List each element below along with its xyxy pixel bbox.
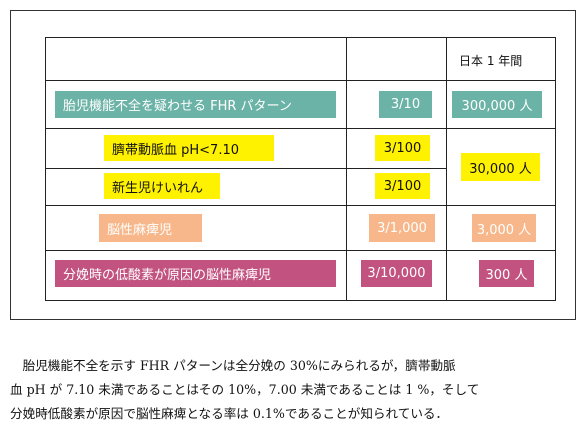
table-divider	[446, 37, 447, 301]
count-umbilical-and-seizure: 30,000 人	[461, 153, 540, 181]
table-divider	[45, 128, 556, 129]
figure-frame	[10, 10, 576, 320]
table-divider	[45, 205, 556, 206]
statistics-table	[45, 37, 556, 301]
count-hypoxic-cerebral-palsy: 300 人	[479, 260, 534, 287]
row-label-umbilical-ph: 臍帯動脈血 pH<7.10	[104, 135, 274, 161]
count-fhr-pattern: 300,000 人	[452, 91, 542, 118]
table-divider	[346, 37, 347, 301]
ratio-cerebral-palsy: 3/1,000	[369, 214, 435, 242]
ratio-fhr-pattern: 3/10	[379, 91, 432, 118]
count-cerebral-palsy: 3,000 人	[472, 214, 536, 242]
row-label-fhr-pattern: 胎児機能不全を疑わせる FHR パターン	[55, 91, 336, 118]
ratio-umbilical-ph: 3/100	[375, 135, 430, 161]
column-header-japan-per-year: 日本 1 年間	[459, 54, 523, 68]
row-label-neonatal-seizure: 新生児けいれん	[104, 173, 220, 199]
body-paragraph: 胎児機能不全を示す FHR パターンは全分娩の 30%にみられるが，臍帯動脈 血…	[10, 354, 580, 426]
row-label-cerebral-palsy: 脳性麻痺児	[99, 214, 202, 242]
table-divider	[45, 80, 556, 81]
paragraph-line: 分娩時低酸素が原因で脳性麻痺となる率は 0.1%であることが知られている．	[10, 406, 449, 421]
table-divider	[45, 250, 556, 251]
row-label-hypoxic-cerebral-palsy: 分娩時の低酸素が原因の脳性麻痺児	[55, 260, 336, 287]
table-divider	[45, 168, 446, 169]
paragraph-line: 血 pH が 7.10 未満であることはその 10%，7.00 未満であることは…	[10, 382, 480, 397]
ratio-neonatal-seizure: 3/100	[375, 173, 430, 199]
paragraph-line: 胎児機能不全を示す FHR パターンは全分娩の 30%にみられるが，臍帯動脈	[22, 358, 456, 373]
ratio-hypoxic-cerebral-palsy: 3/10,000	[361, 260, 432, 287]
